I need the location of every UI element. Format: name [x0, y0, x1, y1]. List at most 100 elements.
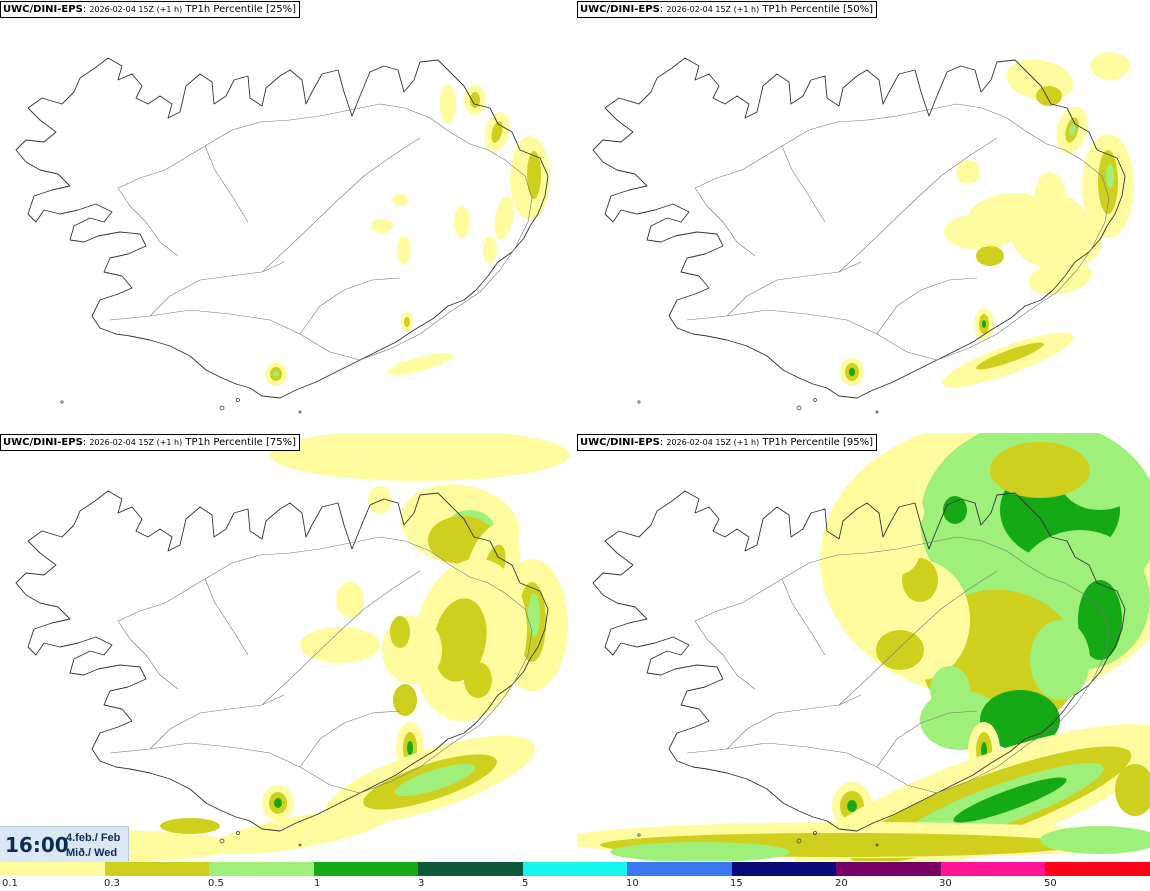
precip-area	[392, 194, 408, 206]
legend-tick-label: 50	[1044, 878, 1057, 889]
precip-area	[1078, 580, 1122, 660]
island	[637, 833, 641, 837]
map-panel-p25: UWC/DINI-EPS: 2026-02-04 15Z (+1 h) TP1h…	[0, 0, 573, 428]
island	[236, 398, 240, 402]
coastline	[15, 490, 549, 832]
road-line	[149, 261, 285, 317]
legend-tick-label: 3	[418, 878, 425, 889]
precip-area	[1090, 52, 1130, 80]
road-line	[299, 710, 401, 768]
precip-area	[483, 236, 497, 264]
map-panel-p95: UWC/DINI-EPS: 2026-02-04 15Z (+1 h) TP1h…	[577, 433, 1150, 861]
precip-area	[528, 593, 540, 637]
island	[796, 405, 802, 411]
legend-tick-label: 30	[939, 878, 952, 889]
island	[813, 831, 817, 835]
precip-area	[397, 236, 411, 264]
island	[298, 410, 302, 414]
precip-area	[930, 666, 970, 714]
legend-tick-label: 10	[626, 878, 639, 889]
precip-area	[1058, 216, 1102, 264]
precip-area	[494, 196, 514, 240]
legend-swatch	[836, 862, 941, 876]
road-line	[149, 694, 285, 750]
road-line	[204, 145, 249, 223]
road-line	[838, 137, 998, 273]
island	[796, 838, 802, 844]
road-line	[694, 620, 756, 690]
island	[219, 838, 225, 844]
legend-swatch	[0, 862, 105, 876]
precip-area	[470, 92, 480, 108]
road-line	[876, 277, 978, 335]
precip-area	[368, 486, 392, 514]
precip-map-p75	[0, 433, 570, 861]
coastline	[592, 57, 1126, 399]
precip-area	[270, 433, 570, 481]
precip-area	[527, 151, 541, 199]
island	[219, 405, 225, 411]
precip-area	[956, 160, 980, 184]
precip-area	[160, 818, 220, 834]
legend-swatch	[313, 862, 418, 876]
precip-area	[1030, 620, 1090, 700]
precip-area	[440, 84, 456, 124]
precip-area	[943, 496, 967, 524]
precip-area	[876, 630, 924, 670]
precip-map-p25	[15, 57, 550, 414]
precip-area	[981, 742, 987, 758]
precip-map-p95	[577, 433, 1150, 861]
precip-area	[980, 690, 1060, 750]
road-line	[686, 536, 1110, 794]
precip-area	[273, 371, 279, 377]
coastline	[15, 57, 549, 399]
precip-area	[982, 320, 986, 328]
road-line	[117, 620, 179, 690]
legend-swatch	[104, 862, 209, 876]
precip-area	[896, 494, 924, 530]
legend-tick-label: 5	[522, 878, 529, 889]
legend-swatch	[418, 862, 523, 876]
valid-time: 16:00	[5, 833, 69, 857]
legend-tick-label: 20	[835, 878, 848, 889]
map-panel-p75: UWC/DINI-EPS: 2026-02-04 15Z (+1 h) TP1h…	[0, 433, 573, 861]
map-panel-p50: UWC/DINI-EPS: 2026-02-04 15Z (+1 h) TP1h…	[577, 0, 1150, 428]
precip-area	[976, 246, 1004, 266]
precip-area	[953, 777, 1067, 823]
precip-area	[847, 800, 857, 812]
legend-swatch	[940, 862, 1045, 876]
road-line	[781, 578, 826, 656]
precip-area	[491, 121, 503, 143]
precip-area	[371, 219, 393, 233]
road-line	[299, 277, 401, 335]
precip-area	[610, 842, 790, 861]
road-line	[726, 261, 862, 317]
panel-title: UWC/DINI-EPS: 2026-02-04 15Z (+1 h) TP1h…	[577, 1, 877, 18]
road-line	[694, 187, 756, 257]
coastline	[592, 490, 1126, 832]
valid-date: 4.feb./ Feb	[66, 832, 121, 844]
legend-swatch	[731, 862, 836, 876]
island	[637, 400, 641, 404]
precip-area	[1040, 826, 1150, 854]
precip-area	[844, 553, 876, 597]
precip-area	[944, 214, 1016, 250]
precip-area	[394, 763, 476, 797]
road-line	[781, 145, 826, 223]
precip-area	[849, 368, 855, 376]
legend-tick-label: 1	[314, 878, 321, 889]
road-line	[117, 187, 179, 257]
road-line	[876, 710, 978, 768]
road-line	[261, 137, 421, 273]
island	[298, 843, 302, 847]
precip-map-p50	[592, 52, 1134, 414]
valid-weekday: Mið./ Wed	[66, 847, 118, 859]
precip-color-scale: 0.1 0.3 0.5 1 3 5 10 15 20 30 50	[0, 862, 1150, 891]
island	[875, 843, 879, 847]
precip-area	[387, 352, 453, 376]
legend-tick-label: 0.3	[104, 878, 120, 889]
precip-area	[393, 684, 417, 716]
precip-area	[1036, 86, 1062, 106]
precip-area	[211, 809, 389, 855]
precip-area	[433, 598, 487, 682]
